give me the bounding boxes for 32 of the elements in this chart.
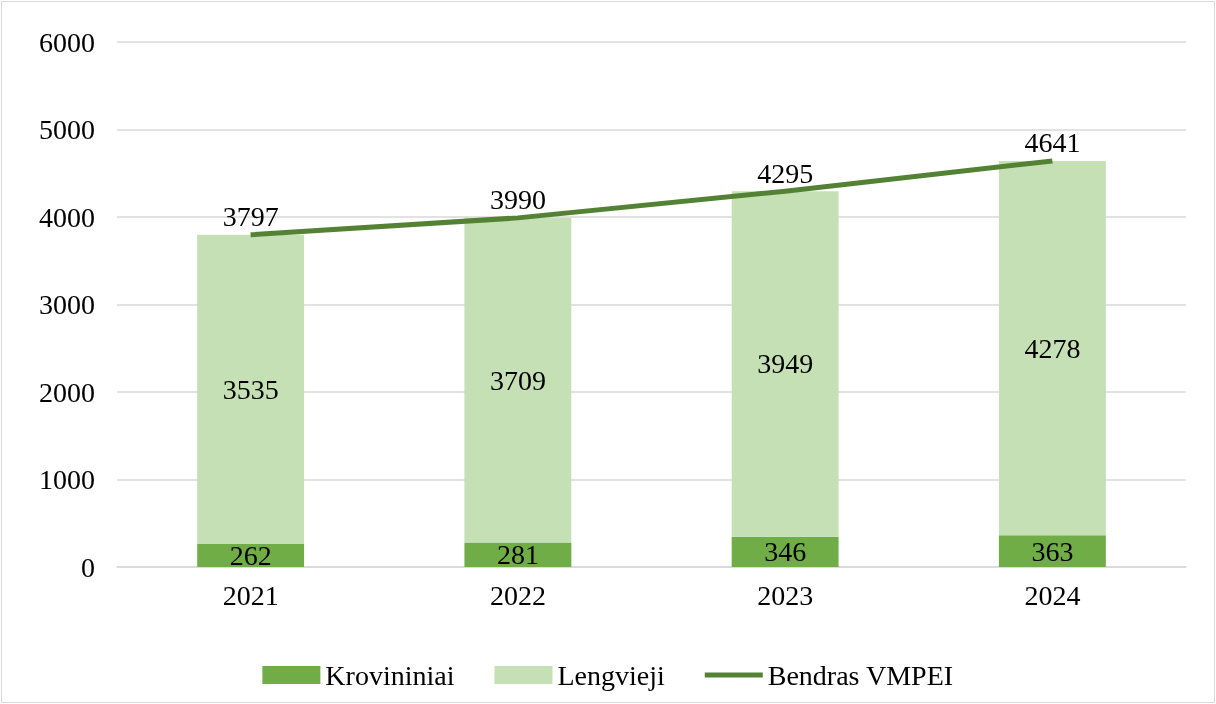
data-label: 4278 (1024, 332, 1081, 364)
legend-label: Krovininiai (325, 659, 455, 691)
x-tick-label: 2024 (1024, 579, 1081, 611)
y-tick-label: 0 (81, 551, 95, 583)
data-label: 3535 (222, 373, 279, 405)
bar (998, 160, 1106, 536)
data-label: 4295 (757, 157, 814, 189)
y-tick-label: 2000 (39, 376, 95, 408)
data-label: 363 (1031, 535, 1074, 567)
data-label: 4641 (1024, 127, 1081, 159)
y-tick-label: 4000 (39, 201, 95, 233)
data-label: 262 (229, 540, 272, 572)
legend-label: Bendras VMPEI (767, 659, 954, 691)
data-label: 346 (764, 536, 807, 568)
bar (464, 542, 572, 567)
data-label: 3797 (222, 201, 279, 233)
y-tick-label: 6000 (39, 26, 95, 58)
bar (998, 535, 1106, 567)
x-tick-label: 2022 (489, 579, 546, 611)
y-tick-label: 1000 (39, 464, 95, 495)
x-tick-label: 2023 (757, 579, 814, 611)
y-tick-label: 5000 (39, 114, 95, 145)
bar (731, 191, 839, 537)
data-label: 3990 (489, 184, 546, 216)
y-tick-label: 3000 (39, 289, 95, 320)
bar (464, 217, 572, 543)
data-label: 281 (496, 539, 539, 571)
legend-label: Lengvieji (557, 659, 665, 691)
data-label: 3949 (757, 348, 814, 380)
data-label: 3709 (489, 364, 546, 396)
x-tick-label: 2021 (222, 579, 279, 611)
bar (197, 234, 305, 545)
